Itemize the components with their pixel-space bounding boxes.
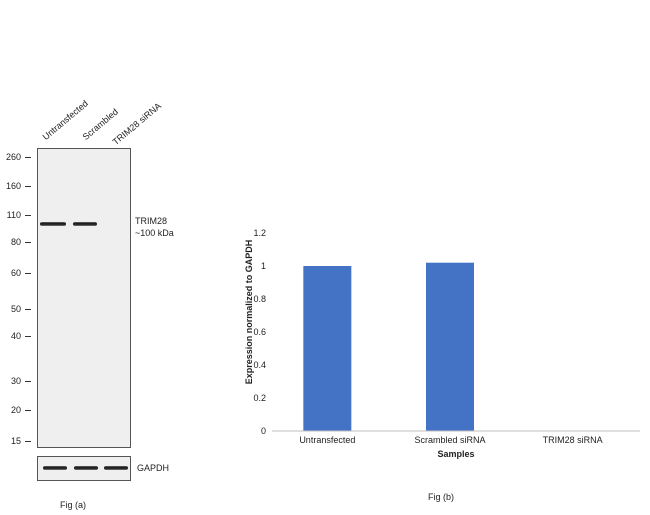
y-tick-label: 0.2 xyxy=(253,393,266,403)
x-tick-label: Untransfected xyxy=(299,435,355,445)
bar xyxy=(426,262,474,431)
target-label: TRIM28 xyxy=(135,216,168,226)
mw-marker-260: 260 xyxy=(5,152,21,162)
y-tick-label: 0 xyxy=(261,426,266,436)
x-axis-tick-labels: Untransfected Scrambled siRNA TRIM28 siRNA xyxy=(299,435,602,445)
mw-marker-110: 110 xyxy=(6,210,21,220)
mw-marker-20: 20 xyxy=(10,405,21,415)
blot-membrane xyxy=(37,148,131,448)
band-gapdh-scrambled xyxy=(74,466,98,470)
band-gapdh-untransfected xyxy=(43,466,67,470)
bar xyxy=(303,266,352,431)
target-size-label: ~100 kDa xyxy=(135,228,174,238)
gapdh-blot-membrane xyxy=(37,456,131,481)
mw-tick xyxy=(25,273,31,274)
x-axis-title: Samples xyxy=(437,449,474,459)
mw-marker-15: 15 xyxy=(10,436,21,446)
mw-marker-60: 60 xyxy=(10,268,21,278)
mw-tick xyxy=(25,441,31,442)
y-tick-label: 0.6 xyxy=(253,327,266,337)
band-gapdh-trim28-sirna xyxy=(104,466,128,470)
y-tick-label: 0.4 xyxy=(253,360,266,370)
figure-caption-a: Fig (a) xyxy=(60,500,87,510)
x-tick-label: TRIM28 siRNA xyxy=(543,435,603,445)
y-tick-label: 0.8 xyxy=(253,294,266,304)
band-trim28-scrambled xyxy=(73,222,97,226)
x-tick-label: Scrambled siRNA xyxy=(414,435,485,445)
loading-control-label: GAPDH xyxy=(137,463,170,473)
mw-tick xyxy=(25,215,31,216)
mw-marker-50: 50 xyxy=(10,304,21,314)
bars xyxy=(303,262,474,431)
y-axis-title: Expression normalized to GAPDH xyxy=(244,240,254,385)
band-trim28-untransfected xyxy=(40,222,66,226)
mw-tick xyxy=(25,186,31,187)
mw-tick xyxy=(25,410,31,411)
mw-marker-160: 160 xyxy=(5,181,21,191)
y-axis-ticks: 0 0.2 0.4 0.6 0.8 1 1.2 xyxy=(253,228,266,436)
mw-tick xyxy=(25,157,31,158)
mw-marker-80: 80 xyxy=(10,237,21,247)
mw-tick xyxy=(25,242,31,243)
mw-tick xyxy=(25,381,31,382)
y-tick-label: 1.2 xyxy=(253,228,266,238)
figure-caption-b: Fig (b) xyxy=(428,492,454,502)
mw-marker-40: 40 xyxy=(10,331,21,341)
mw-marker-30: 30 xyxy=(10,376,21,386)
y-tick-label: 1 xyxy=(261,261,266,271)
mw-tick xyxy=(25,336,31,337)
mw-tick xyxy=(25,309,31,310)
